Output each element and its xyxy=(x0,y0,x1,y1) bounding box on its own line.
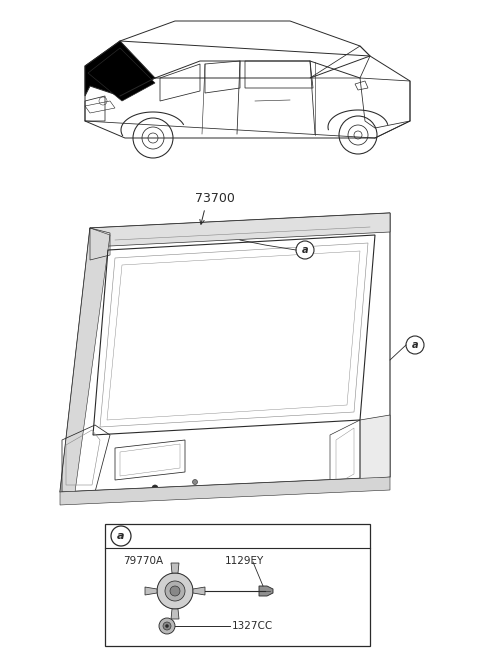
Polygon shape xyxy=(259,586,273,596)
Circle shape xyxy=(111,526,131,546)
Circle shape xyxy=(157,573,193,609)
Polygon shape xyxy=(145,587,157,595)
Polygon shape xyxy=(60,477,390,505)
Circle shape xyxy=(165,581,185,601)
Polygon shape xyxy=(171,609,179,619)
Polygon shape xyxy=(85,41,155,96)
Text: a: a xyxy=(302,245,308,255)
Polygon shape xyxy=(90,213,390,247)
Circle shape xyxy=(170,586,180,596)
Circle shape xyxy=(163,622,171,630)
Text: a: a xyxy=(412,340,418,350)
Bar xyxy=(105,524,370,646)
Polygon shape xyxy=(60,228,110,492)
Circle shape xyxy=(296,241,314,259)
Circle shape xyxy=(166,625,168,628)
Circle shape xyxy=(159,618,175,634)
Text: 1327CC: 1327CC xyxy=(232,621,273,631)
Polygon shape xyxy=(193,587,205,595)
Text: 1129EY: 1129EY xyxy=(225,556,264,566)
Circle shape xyxy=(152,485,158,491)
Text: a: a xyxy=(117,531,125,541)
Polygon shape xyxy=(171,563,179,573)
Polygon shape xyxy=(88,48,155,101)
Circle shape xyxy=(406,336,424,354)
Text: 79770A: 79770A xyxy=(123,556,163,566)
Polygon shape xyxy=(360,415,390,480)
Text: 73700: 73700 xyxy=(195,192,235,205)
Circle shape xyxy=(192,480,197,485)
